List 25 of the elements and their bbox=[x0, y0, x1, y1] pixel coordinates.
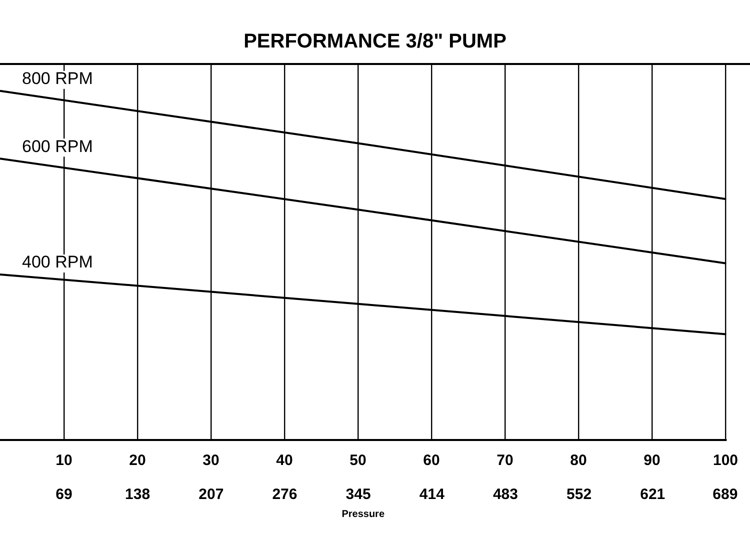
series-label: 400 RPM bbox=[22, 252, 93, 272]
chart-title: PERFORMANCE 3/8" PUMP bbox=[244, 30, 506, 53]
x2-tick-label: 276 bbox=[272, 486, 298, 504]
x-tick-label: 40 bbox=[276, 452, 293, 470]
x2-tick-label: 345 bbox=[346, 486, 371, 504]
x2-tick-label: 69 bbox=[56, 486, 72, 504]
series-label: 600 RPM bbox=[22, 136, 93, 156]
x-tick-label: 80 bbox=[570, 452, 587, 470]
x-axis-title: Pressure bbox=[342, 508, 385, 520]
x-tick-label: 90 bbox=[644, 452, 660, 470]
x-tick-label: 50 bbox=[350, 452, 366, 470]
x-tick-label: 70 bbox=[496, 452, 514, 470]
x-tick-label: 100 bbox=[712, 452, 738, 470]
x2-tick-label: 138 bbox=[125, 486, 150, 504]
x2-tick-label: 689 bbox=[712, 486, 738, 504]
x-tick-label: 20 bbox=[129, 452, 146, 470]
x2-tick-label: 483 bbox=[492, 486, 518, 504]
x-tick-label: 60 bbox=[423, 452, 440, 470]
x2-tick-label: 207 bbox=[198, 486, 224, 504]
x2-tick-label: 621 bbox=[640, 486, 666, 504]
x2-tick-label: 552 bbox=[566, 486, 592, 504]
series-label: 800 RPM bbox=[22, 69, 93, 88]
x2-tick-label: 414 bbox=[419, 486, 446, 504]
x-tick-label: 30 bbox=[202, 452, 220, 470]
x-tick-label: 10 bbox=[56, 452, 72, 470]
